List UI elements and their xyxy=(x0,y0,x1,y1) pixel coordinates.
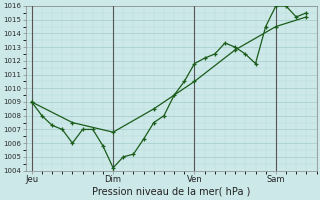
X-axis label: Pression niveau de la mer( hPa ): Pression niveau de la mer( hPa ) xyxy=(92,187,250,197)
